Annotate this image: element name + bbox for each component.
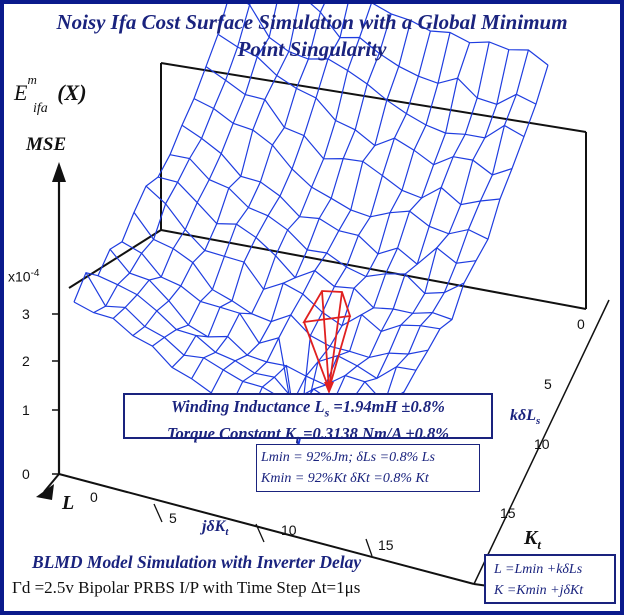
j-tick-label: 5 [169,510,177,526]
minimum-spike [302,290,352,394]
j-tick-label: 10 [281,522,297,538]
surface-line-j [230,20,412,407]
spike-line [328,291,343,390]
surface-line-j [112,4,278,319]
surface-line-j [191,4,372,379]
parameter-line2: Kmin = 92%Kt δKt =0.8% Kt [261,471,429,486]
z-axis-label: MSE [26,134,67,155]
k-axis-label: kδLs [510,407,540,427]
footer-line1: BLMD Model Simulation with Inverter Dela… [32,552,362,572]
formula-line2: K =Kmin +jδKt [494,583,584,598]
surface-line-j [348,49,529,430]
formula-line1: L =Lmin +kδLs [494,562,583,577]
surface-line-j [73,4,228,303]
spike-line [303,321,330,390]
spike-tip [324,382,334,394]
surface-line-k [157,176,453,321]
spike-top [302,290,352,324]
surface-line-j [328,49,510,432]
surface-line-k [310,4,537,105]
j-axis-sub: t [225,526,229,538]
j-tick-label: 15 [378,537,394,553]
z-tick-label: 0 [22,466,30,482]
k-axis-line [473,299,610,585]
k-tick-label: 15 [500,505,516,521]
footer-line2: Γd =2.5v Bipolar PRBS I/P with Time Step… [12,578,361,597]
parameter-box: Lmin = 92%Jm; δLs =0.8% Ls Kmin = 92%Kt … [256,444,480,492]
spike-line [321,290,330,390]
chart-title-line2: Point Singularity [237,37,387,61]
formula-box: L =Lmin +kδLs K =Kmin +jδKt [484,554,616,604]
surface-line-j [93,4,251,314]
surface-line-k [217,33,513,176]
k-tick-label: 5 [544,376,552,392]
z-tick-label: 2 [22,353,30,369]
surface-line-j [269,32,451,426]
L-axis-label: L [61,492,74,514]
j-axis-line [58,473,475,585]
box-edge [160,62,587,133]
Kt-axis-sub: t [537,537,541,552]
j-axis-label: jδKt [199,518,229,538]
j-tick [365,538,373,557]
z-axis-arrowhead [52,162,66,182]
k-tick-label: 0 [577,316,585,332]
Kt-axis-label: Kt [523,527,541,552]
z-tick-label: 1 [22,402,30,418]
surface-line-k [181,124,477,265]
surface-line-k [133,212,429,359]
surface-line-k [145,185,441,333]
j-tick [255,523,265,543]
k-tick-label: 10 [534,436,550,452]
surface-line-j [289,42,471,417]
surface-line-k [109,248,405,405]
surface-line-k [121,241,417,447]
z-axis-function-label: E m ifa (X) [14,72,87,117]
surface-line-j [249,30,431,447]
surface-line-j [132,4,300,337]
surface-line-k [205,66,501,206]
j-tick [153,503,163,523]
surface-line-k [372,4,549,66]
parameter-line1: Lmin = 92%Jm; δLs =0.8% Ls [261,450,435,465]
surface-line-j [210,13,392,394]
z-axis-scale: x10-4 [8,268,40,285]
spike-line [328,315,351,390]
inductance-result: Winding Inductance Ls =1.94mH ±0.8% [171,397,445,420]
result-box: Winding Inductance Ls =1.94mH ±0.8% Torq… [123,393,493,447]
surface-line-j [152,4,325,347]
L-axis-line [43,473,60,493]
chart-canvas: 0 1 2 3 L 0 5 10 15 jδKt 0 5 10 15 kδLs Kt Noisy Ifa Co… [4,4,620,611]
surface-line-j [171,4,349,368]
torque-result: Torque Constant Kt =0.3138 Nm/A ±0.8% [166,424,450,447]
z-tick-label: 3 [22,306,30,322]
j-tick-label: 0 [90,489,98,505]
surface-line-k [193,98,489,240]
surface-line-k [169,154,465,295]
wireframe-surface [73,4,549,447]
box-edge [160,229,587,310]
surface-line-k [247,4,525,139]
surface-line-j [308,41,490,430]
k-axis-sub: s [535,415,540,427]
chart-title-line1: Noisy Ifa Cost Surface Simulation with a… [56,10,568,34]
